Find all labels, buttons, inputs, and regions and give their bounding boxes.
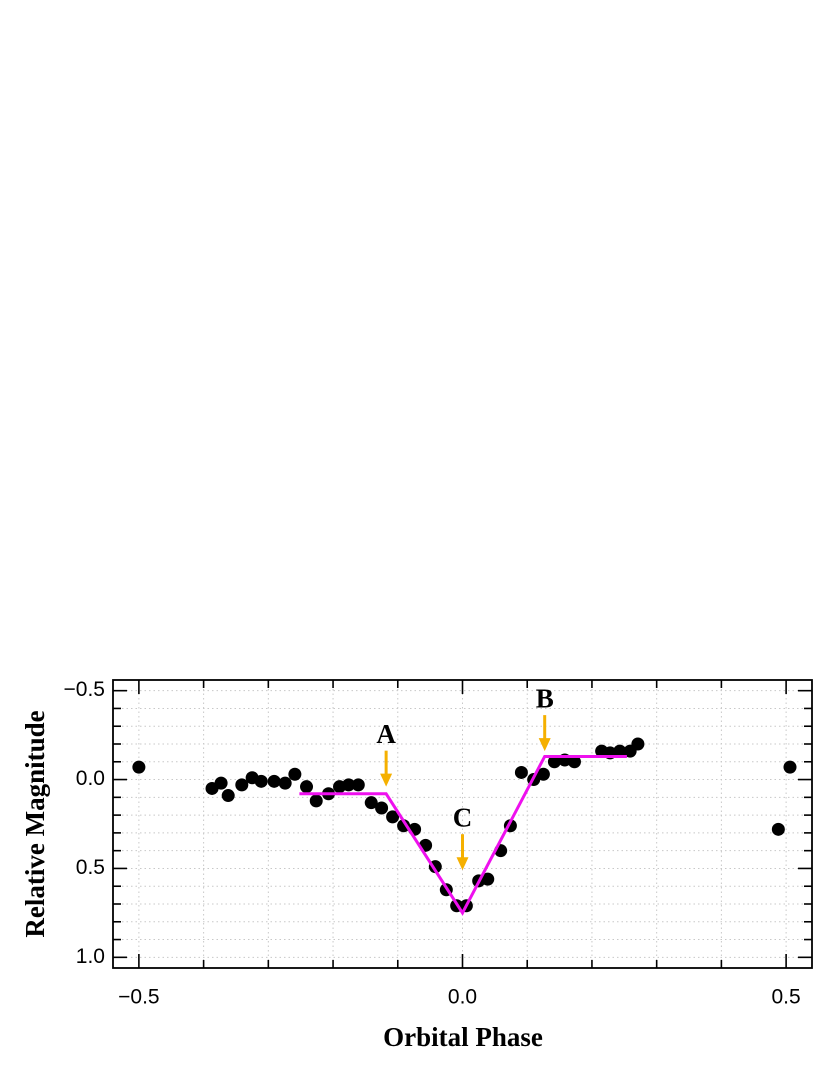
data-point [221,789,235,803]
annotation-arrowhead [380,773,393,787]
annotation-label: A [376,719,396,749]
data-point [783,760,797,774]
annotation-label: C [453,802,473,832]
data-point [300,780,314,794]
data-point [771,822,785,836]
data-point [214,776,228,790]
fit-line [299,754,627,916]
data-point [309,794,323,808]
x-tick-label: 0.0 [448,986,477,1009]
data-point [364,796,378,810]
data-point [342,778,356,792]
data-point [547,755,561,769]
data-point [514,765,528,779]
data-point [386,810,400,824]
y-tick-label: 0.0 [76,767,105,790]
data-point [567,755,581,769]
data-point [613,744,627,758]
data-point [132,760,146,774]
y-tick-label: 0.5 [76,856,105,879]
annotation-arrowhead [538,738,551,752]
x-axis-label: Orbital Phase [383,1022,543,1052]
plot-frame [112,679,813,969]
data-point [288,767,302,781]
data-point [235,778,249,792]
data-point [375,801,389,815]
annotation-arrowhead [456,857,469,871]
data-point [278,776,292,790]
data-point [631,737,645,751]
data-point [397,819,411,833]
x-tick-label: −0.5 [118,986,159,1009]
data-point [351,778,365,792]
x-tick-label: 0.5 [772,986,801,1009]
data-point [254,774,268,788]
y-tick-label: −0.5 [64,678,105,701]
data-point [481,872,495,886]
data-point [536,767,550,781]
annotation-label: B [536,683,554,713]
y-tick-label: 1.0 [76,945,105,968]
data-point [267,774,281,788]
y-axis-label: Relative Magnitude [20,710,50,937]
